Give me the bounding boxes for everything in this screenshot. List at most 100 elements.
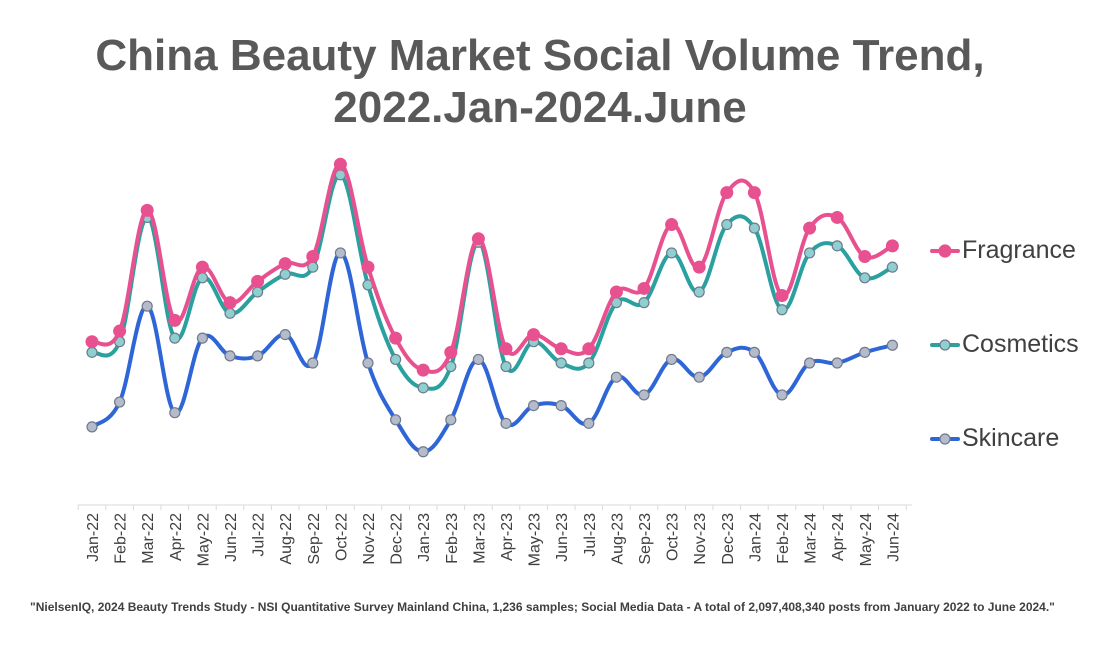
legend-dot [939,339,951,351]
x-tick-label: Aug-22 [278,513,295,565]
data-point-fragrance [885,239,899,253]
data-point-fragrance [389,331,403,345]
data-point-cosmetics [859,272,871,284]
data-point-fragrance [168,313,182,327]
x-tick-label: Dec-22 [389,513,406,565]
data-point-cosmetics [776,304,788,316]
data-point-skincare [252,350,264,362]
data-point-skincare [748,346,761,358]
legend-dot [939,433,951,445]
legend-swatch-skincare [930,418,960,458]
chart-title-line-1: China Beauty Market Social Volume Trend, [95,31,985,80]
data-point-cosmetics [748,222,761,234]
data-point-skincare [803,357,816,369]
data-point-cosmetics [803,247,816,259]
data-point-cosmetics [583,357,595,369]
data-point-cosmetics [638,297,650,309]
data-point-fragrance [195,260,209,274]
legend-marker [930,339,960,351]
x-tick-label: Mar-22 [140,513,157,564]
data-point-fragrance [471,232,485,246]
data-point-fragrance [637,281,651,295]
x-tick-label: May-23 [527,513,544,566]
data-point-fragrance [720,186,734,200]
data-point-skincare [86,421,98,433]
legend-item-cosmetics: Cosmetics [930,324,1105,418]
data-point-skincare [776,389,788,401]
data-point-fragrance [85,335,99,349]
data-point-cosmetics [279,268,291,280]
data-point-cosmetics [445,360,457,373]
data-point-cosmetics [390,353,402,366]
data-point-skincare [721,346,733,358]
x-tick-label: Nov-23 [692,513,709,565]
data-point-cosmetics [417,382,429,394]
x-tick-label: Jul-22 [251,513,268,557]
legend-dot [938,244,952,258]
data-point-cosmetics [665,247,678,259]
x-tick-label: Sep-23 [637,513,654,565]
legend-label-skincare: Skincare [962,424,1060,452]
data-point-fragrance [609,285,623,299]
data-point-skincare [141,300,153,312]
data-point-skincare [610,371,623,383]
data-point-skincare [555,400,567,412]
legend-swatch-fragrance [930,230,960,270]
x-tick-label: Apr-23 [499,513,516,561]
data-point-fragrance [140,203,154,217]
data-point-skincare [527,400,540,412]
data-point-fragrance [499,342,513,356]
data-point-cosmetics [500,360,512,373]
data-point-skincare [693,371,705,383]
x-tick-label: Jan-23 [416,513,433,562]
x-tick-label: Jul-23 [582,513,599,557]
x-tick-label: Apr-24 [830,513,847,561]
x-tick-label: Mar-23 [471,513,488,564]
data-point-cosmetics [169,332,181,344]
data-point-skincare [417,446,429,458]
data-point-fragrance [665,218,679,232]
data-point-fragrance [444,345,458,359]
x-tick-label: Oct-22 [333,513,350,561]
data-point-fragrance [333,157,347,171]
data-point-skincare [445,414,457,426]
data-point-fragrance [554,342,568,356]
data-point-fragrance [858,250,872,263]
x-tick-label: Feb-23 [444,513,461,564]
source-footnote: "NielsenIQ, 2024 Beauty Trends Study - N… [30,600,1055,614]
data-point-cosmetics [555,357,567,369]
x-tick-label: Nov-22 [361,513,378,565]
data-point-skincare [886,339,899,351]
data-point-skincare [665,353,678,366]
data-point-skincare [472,353,484,366]
x-tick-label: May-24 [858,513,875,566]
x-tick-label: Sep-22 [306,513,323,565]
data-point-fragrance [582,342,596,356]
data-point-fragrance [361,260,375,274]
data-point-skincare [113,396,126,408]
data-point-skincare [307,357,319,369]
data-point-fragrance [251,274,265,288]
data-point-skincare [831,357,843,369]
series-line-fragrance [90,162,895,374]
data-point-fragrance [527,328,541,342]
data-point-skincare [859,346,871,358]
x-tick-label: Feb-24 [775,513,792,564]
data-point-fragrance [830,210,844,224]
data-point-skincare [638,389,650,401]
legend-item-skincare: Skincare [930,418,1105,512]
data-point-fragrance [775,289,789,303]
data-point-fragrance [747,186,761,200]
data-point-skincare [362,357,374,369]
chart-legend: Fragrance Cosmetics Skincare [930,230,1105,512]
data-point-cosmetics [86,346,98,358]
data-point-cosmetics [252,286,264,298]
data-point-cosmetics [721,218,733,231]
data-point-skincare [583,417,595,429]
data-point-skincare [196,332,208,344]
data-point-skincare [390,414,402,426]
x-tick-label: Jun-24 [885,513,902,562]
data-point-skincare [334,247,346,259]
data-point-cosmetics [693,286,705,298]
